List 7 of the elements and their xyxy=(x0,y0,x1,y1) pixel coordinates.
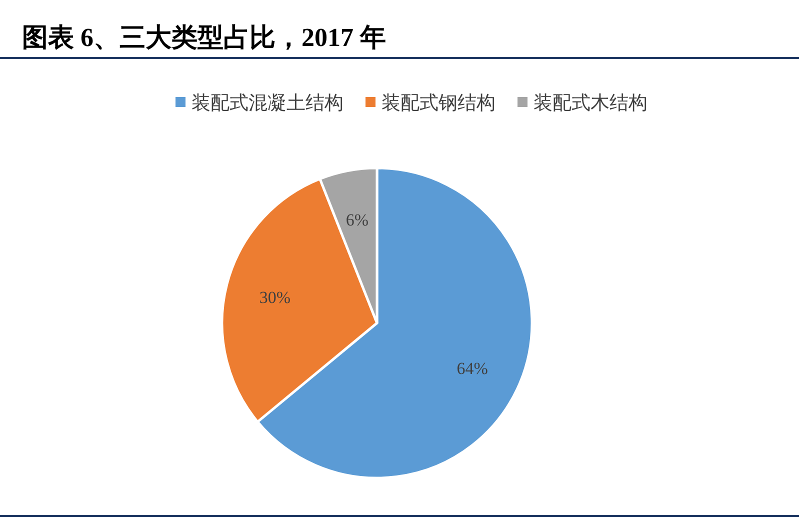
legend-label: 装配式木结构 xyxy=(534,93,648,114)
legend-label: 装配式钢结构 xyxy=(382,93,496,114)
legend-label: 装配式混凝土结构 xyxy=(192,93,344,114)
data-label: 6% xyxy=(346,210,369,230)
data-label: 64% xyxy=(456,358,488,378)
data-label: 30% xyxy=(259,288,290,307)
chart-title: 图表 6、三大类型占比，2017 年 xyxy=(22,23,386,52)
